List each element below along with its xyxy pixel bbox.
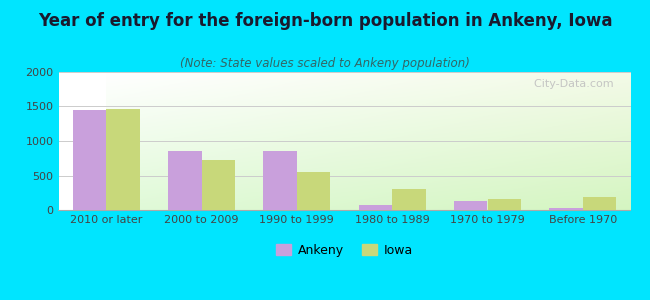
Bar [106, 109, 140, 210]
Bar [488, 199, 521, 210]
Text: (Note: State values scaled to Ankeny population): (Note: State values scaled to Ankeny pop… [180, 57, 470, 70]
Bar [359, 205, 392, 210]
Bar [392, 189, 426, 210]
Bar [549, 208, 583, 210]
Bar [202, 160, 235, 210]
Text: Year of entry for the foreign-born population in Ankeny, Iowa: Year of entry for the foreign-born popul… [38, 12, 612, 30]
Bar [168, 151, 202, 210]
Text: City-Data.com: City-Data.com [526, 79, 614, 89]
Bar [297, 172, 330, 210]
Bar [73, 110, 106, 210]
Legend: Ankeny, Iowa: Ankeny, Iowa [271, 239, 418, 262]
Bar [263, 151, 297, 210]
Bar [454, 201, 488, 210]
Bar [583, 197, 616, 210]
